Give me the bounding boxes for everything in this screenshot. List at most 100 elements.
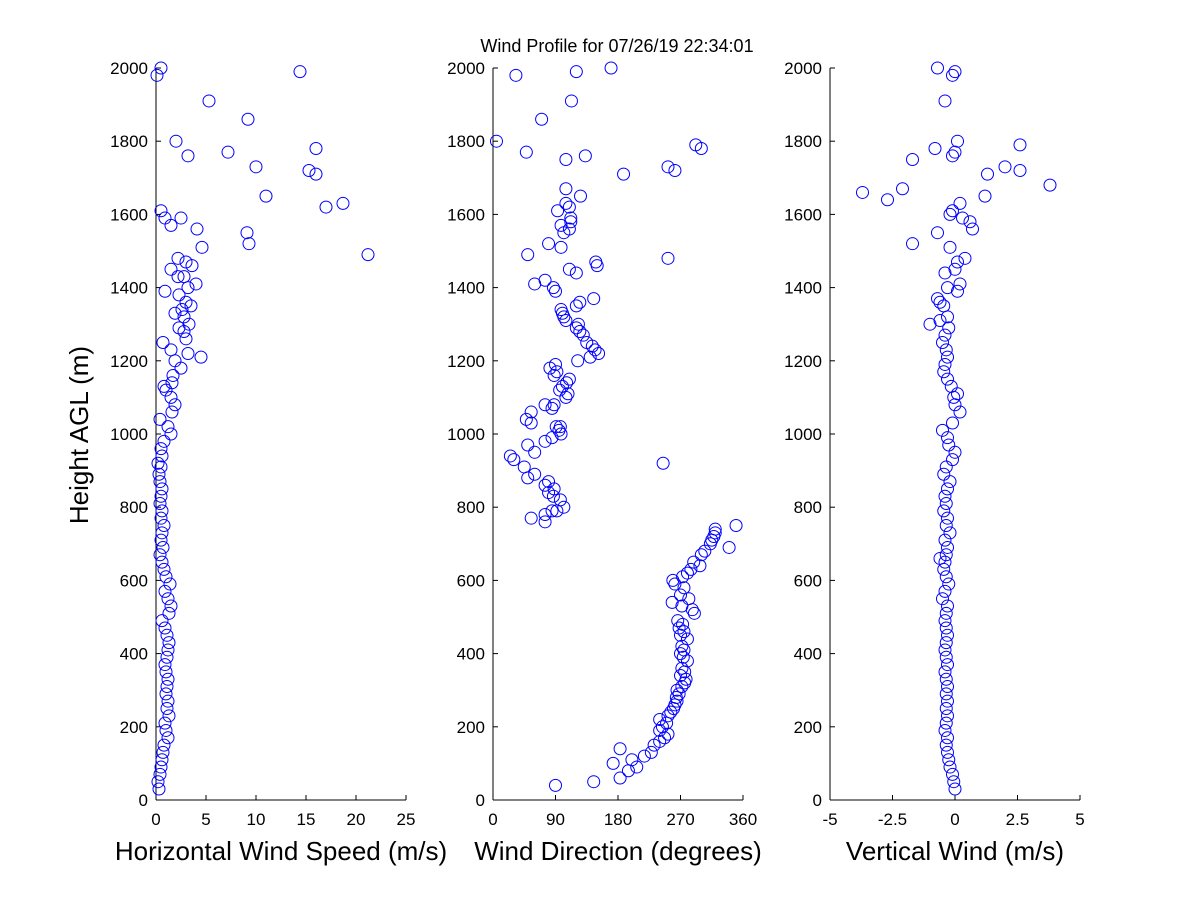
data-point xyxy=(576,328,590,342)
data-point xyxy=(680,632,694,646)
data-point xyxy=(179,255,193,269)
y-tick-label: 1600 xyxy=(447,205,485,224)
data-point xyxy=(729,519,743,532)
data-point xyxy=(941,731,954,745)
x-tick-label: -5 xyxy=(822,810,837,829)
data-point xyxy=(939,650,953,664)
x-tick-label: 270 xyxy=(666,810,694,829)
data-point xyxy=(503,449,517,463)
data-point xyxy=(524,416,538,430)
data-point xyxy=(164,390,178,404)
data-point xyxy=(160,702,174,715)
data-point xyxy=(958,251,972,265)
y-tick-label: 400 xyxy=(794,645,822,664)
data-point xyxy=(666,573,680,587)
data-point xyxy=(177,270,191,284)
data-point xyxy=(682,592,696,606)
data-point xyxy=(163,577,177,591)
data-point xyxy=(336,196,350,210)
data-point xyxy=(906,237,919,251)
data-point xyxy=(978,189,992,203)
data-point xyxy=(549,357,562,371)
data-point xyxy=(190,222,204,236)
data-point xyxy=(547,368,561,382)
y-tick-label: 1000 xyxy=(447,425,485,444)
data-point xyxy=(588,343,602,357)
data-point xyxy=(896,182,909,196)
x-axis-label: Vertical Wind (m/s) xyxy=(846,836,1064,866)
y-tick-label: 1000 xyxy=(110,425,148,444)
data-point xyxy=(630,760,644,774)
y-tick-label: 200 xyxy=(120,718,148,737)
data-point xyxy=(259,189,273,203)
data-point xyxy=(165,405,179,419)
data-point xyxy=(953,277,967,291)
panel-direction: 0 200 400 600 800 1000 1200 1400 1600 1800 2000 0 90… xyxy=(447,59,762,866)
data-point xyxy=(174,211,188,225)
data-point xyxy=(153,767,167,781)
data-point xyxy=(694,548,708,562)
data-point xyxy=(1013,163,1027,177)
data-point xyxy=(942,438,956,452)
data-point xyxy=(680,566,694,580)
y-tick-label: 600 xyxy=(120,571,148,590)
x-tick-label: 5 xyxy=(1075,810,1084,829)
data-point xyxy=(542,237,556,251)
data-point xyxy=(182,317,196,331)
data-point xyxy=(156,540,170,554)
data-point xyxy=(157,434,171,448)
data-point xyxy=(168,354,182,368)
data-point xyxy=(535,112,549,126)
data-point xyxy=(551,204,565,218)
x-tick-label: 0 xyxy=(950,810,959,829)
data-point xyxy=(181,346,195,360)
data-point xyxy=(562,372,576,386)
data-point xyxy=(931,226,944,240)
data-point xyxy=(947,775,961,789)
data-point xyxy=(928,142,942,156)
data-point xyxy=(653,734,667,748)
data-point xyxy=(948,445,962,459)
data-point xyxy=(941,694,954,708)
data-point xyxy=(677,581,691,595)
data-point xyxy=(151,456,165,470)
data-point xyxy=(562,222,576,236)
data-point xyxy=(557,500,571,514)
data-point xyxy=(162,636,176,650)
data-point xyxy=(160,628,174,642)
data-point xyxy=(941,680,954,694)
data-point xyxy=(158,716,172,730)
data-point xyxy=(668,163,682,177)
data-point xyxy=(653,723,667,737)
data-point xyxy=(240,226,254,240)
data-point xyxy=(158,211,172,225)
data-point xyxy=(158,284,172,298)
data-point xyxy=(613,771,627,785)
data-point xyxy=(625,753,639,767)
data-point xyxy=(202,94,216,108)
data-point xyxy=(941,372,954,386)
data-point xyxy=(153,548,167,562)
data-point xyxy=(687,555,701,569)
data-point xyxy=(708,526,722,540)
data-point xyxy=(559,196,573,210)
data-point xyxy=(677,625,691,639)
data-point xyxy=(175,303,189,317)
data-point xyxy=(938,584,952,598)
data-point xyxy=(546,281,560,295)
data-point xyxy=(674,647,687,661)
data-point xyxy=(181,149,195,163)
data-point xyxy=(939,460,953,474)
data-point xyxy=(221,145,235,159)
data-point xyxy=(302,163,316,177)
data-point xyxy=(554,240,568,254)
data-point xyxy=(549,778,562,792)
x-tick-label: 180 xyxy=(604,810,632,829)
data-point xyxy=(162,709,176,723)
y-tick-label: 400 xyxy=(120,645,148,664)
data-point xyxy=(156,336,170,349)
data-point xyxy=(538,434,552,448)
data-point xyxy=(653,712,667,726)
